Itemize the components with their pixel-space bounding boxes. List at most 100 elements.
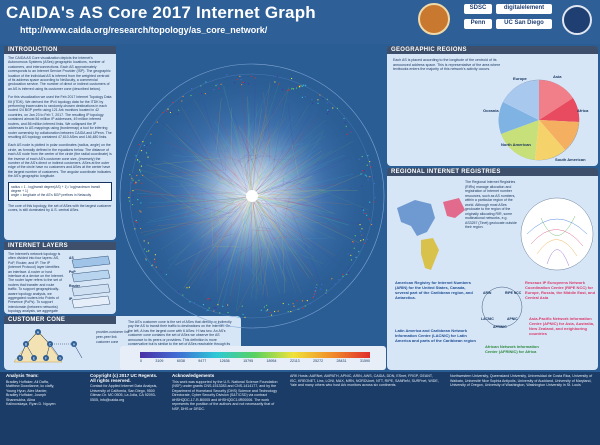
- graph-node: [363, 212, 365, 214]
- graph-link: [221, 183, 230, 195]
- graph-link: [241, 199, 250, 221]
- graph-link: [251, 113, 266, 176]
- graph-link: [239, 99, 253, 196]
- cone-node-e: [31, 355, 37, 361]
- graph-link: [264, 205, 291, 207]
- graph-link: [257, 173, 354, 198]
- graph-link: [251, 169, 269, 187]
- graph-node: [131, 177, 133, 179]
- graph-link: [272, 236, 288, 239]
- graph-link: [199, 213, 237, 279]
- graph-node: [314, 290, 316, 292]
- graph-link: [273, 222, 296, 294]
- poster-url[interactable]: http://www.caida.org/research/topology/a…: [20, 25, 268, 35]
- graph-node: [371, 223, 373, 226]
- graph-link: [257, 142, 312, 178]
- graph-node: [178, 291, 180, 293]
- graph-link: [280, 244, 301, 253]
- graph-link: [140, 192, 236, 197]
- graph-link: [251, 201, 254, 208]
- graph-node: [265, 310, 267, 312]
- footer-contact-heading: Copyright (c) 2017 UC Regents. All right…: [90, 373, 158, 383]
- graph-link: [199, 198, 236, 229]
- graph-link: [254, 196, 322, 208]
- graph-link: [291, 206, 335, 220]
- graph-link: [198, 202, 233, 227]
- graph-node: [361, 185, 363, 187]
- graph-link: [223, 200, 234, 229]
- graph-node: [273, 310, 276, 313]
- graph-link: [146, 164, 235, 197]
- graph-node: [369, 160, 371, 163]
- graph-node: [309, 303, 311, 305]
- graph-link: [286, 237, 331, 240]
- graph-link: [248, 113, 252, 169]
- graph-link: [240, 80, 253, 195]
- graph-node: [141, 182, 143, 184]
- graph-node: [315, 285, 318, 287]
- graph-link: [194, 223, 227, 270]
- graph-link: [231, 234, 241, 264]
- graph-node: [298, 308, 300, 310]
- graph-node: [327, 109, 329, 111]
- layer-label-router: Router: [69, 284, 81, 288]
- graph-link: [252, 196, 304, 269]
- rir-tag-apnic: APNIC: [507, 317, 518, 321]
- graph-link: [239, 205, 251, 271]
- graph-node: [134, 220, 137, 222]
- graph-link: [283, 199, 309, 207]
- graph-node: [169, 111, 172, 114]
- graph-link: [252, 196, 313, 242]
- degree-tick: 6038: [176, 359, 185, 363]
- graph-node: [320, 288, 322, 290]
- graph-node: [304, 84, 306, 86]
- graph-node: [131, 173, 133, 175]
- graph-link: [274, 150, 339, 199]
- graph-link: [140, 218, 228, 233]
- graph-link: [177, 198, 249, 209]
- graph-link: [229, 111, 247, 191]
- graph-link: [255, 198, 300, 260]
- graph-node: [316, 284, 318, 286]
- graph-link: [265, 174, 291, 181]
- graph-node: [368, 218, 370, 220]
- graph-link: [184, 204, 246, 265]
- graph-link: [177, 198, 246, 256]
- graph-node: [244, 316, 246, 318]
- graph-link: [251, 195, 317, 274]
- graph-link: [134, 189, 211, 203]
- graph-nodes: [128, 74, 376, 318]
- graph-link: [282, 176, 310, 201]
- graph-link: [253, 215, 281, 294]
- region-label-oceania: Oceania: [483, 108, 499, 113]
- graph-link: [252, 251, 272, 289]
- graph-link: [276, 192, 331, 198]
- graph-link: [234, 123, 253, 196]
- graph-node: [220, 83, 222, 85]
- graph-link: [136, 193, 245, 200]
- geo-paragraph: Each AS is placed according to the longi…: [393, 58, 501, 72]
- footer-univ-column: Northwestern University, Queensland Univ…: [450, 374, 596, 388]
- graph-node: [156, 121, 158, 123]
- graph-link: [268, 161, 320, 196]
- graph-link: [252, 184, 283, 196]
- graph-link: [253, 198, 283, 236]
- graph-link: [271, 157, 324, 161]
- graph-node: [342, 273, 344, 275]
- graph-node: [226, 74, 228, 76]
- graph-node: [198, 305, 200, 307]
- graph-link: [250, 222, 260, 299]
- graph-link: [175, 210, 237, 228]
- rir-tag-arin: ARIN: [483, 291, 492, 295]
- graph-node: [290, 311, 292, 313]
- cone-node-b: [23, 341, 29, 347]
- graph-node: [153, 258, 156, 260]
- layer-pop-plane: [71, 269, 111, 283]
- graph-link: [270, 178, 313, 190]
- graph-node: [136, 181, 138, 183]
- region-south-america: [535, 120, 565, 161]
- graph-node: [293, 86, 295, 89]
- graph-node: [167, 108, 169, 110]
- degree-tick: 12636: [219, 359, 230, 363]
- graph-node: [190, 94, 192, 97]
